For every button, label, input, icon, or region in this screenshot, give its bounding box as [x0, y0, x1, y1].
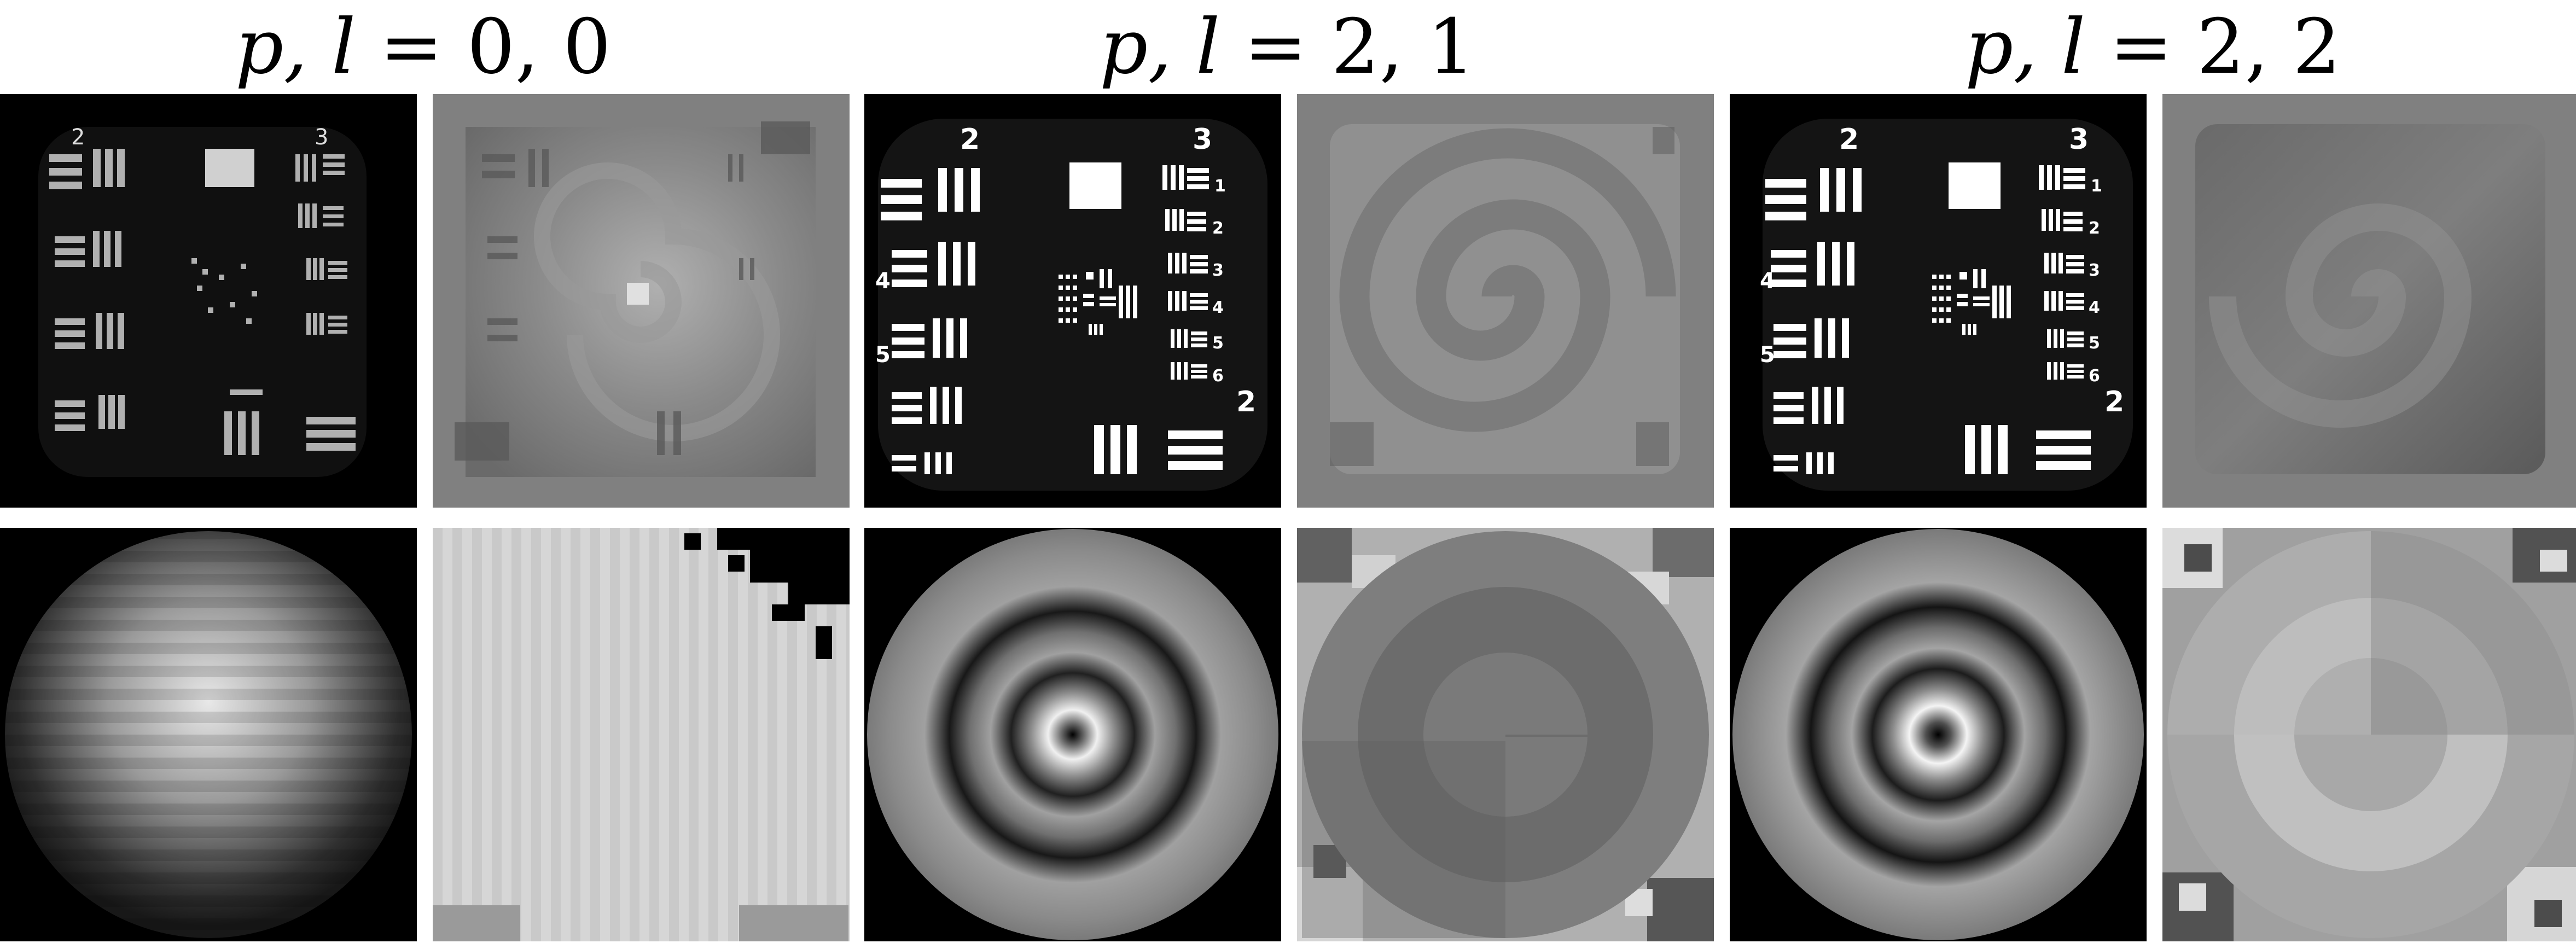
phase-image-rings-2-1 [2162, 528, 2576, 941]
target-label: 2 [71, 125, 85, 150]
target-label: 5 [1212, 334, 1224, 353]
target-label: 1 [1214, 177, 1226, 196]
target-label: 2 [2104, 386, 2124, 418]
target-label: 4 [1212, 298, 1224, 317]
amplitude-image-beam-0-0 [0, 528, 417, 941]
target-label: 3 [2089, 261, 2100, 280]
column-title-0-vars: p, l [235, 3, 356, 91]
column-title-2: p, l = 2, 2 [1730, 3, 2576, 91]
target-label: 2 [1212, 219, 1224, 238]
target-label: 6 [2089, 366, 2100, 386]
amplitude-image-target-1-0: 2 3 1 2 3 4 5 6 2 4 5 [864, 94, 1281, 508]
column-title-2-vars: p, l [1965, 3, 2086, 91]
phase-image-target-0-1 [433, 94, 850, 508]
phase-image-rings-1-1 [1297, 528, 1714, 941]
target-label: 6 [1212, 366, 1224, 386]
target-label: 5 [2089, 334, 2100, 353]
amplitude-image-target-2-0: 2 3 1 2 3 4 5 6 2 4 5 [1730, 94, 2147, 508]
amplitude-image-target-0-0: 2 3 [0, 94, 417, 508]
target-label: 3 [315, 125, 328, 150]
column-title-1-vars: p, l [1100, 3, 1220, 91]
amplitude-image-rings-2-0 [1730, 528, 2147, 941]
target-label: 4 [2089, 298, 2100, 317]
target-label: 4 [875, 269, 891, 294]
target-label: 2 [1236, 386, 1256, 418]
target-label: 2 [960, 123, 980, 156]
column-title-0: p, l = 0, 0 [0, 3, 846, 91]
target-label: 1 [2091, 177, 2102, 196]
target-label: 5 [875, 342, 891, 368]
target-label: 2 [2089, 219, 2100, 238]
target-label: 3 [1193, 123, 1212, 156]
column-title-1: p, l = 2, 1 [864, 3, 1711, 91]
target-label: 4 [1760, 269, 1775, 294]
phase-image-spiral-1-1 [1297, 94, 1714, 508]
target-label: 5 [1760, 342, 1775, 368]
column-title-1-values: = 2, 1 [1220, 3, 1475, 91]
column-title-2-values: = 2, 2 [2085, 3, 2341, 91]
target-label: 3 [1212, 261, 1224, 280]
phase-image-beam-0-1 [433, 528, 850, 941]
target-label: 2 [1839, 123, 1859, 156]
amplitude-image-rings-1-0 [864, 528, 1281, 941]
target-label: 3 [2069, 123, 2089, 156]
phase-image-spiral-2-1 [2162, 94, 2576, 508]
column-title-0-values: = 0, 0 [356, 3, 611, 91]
